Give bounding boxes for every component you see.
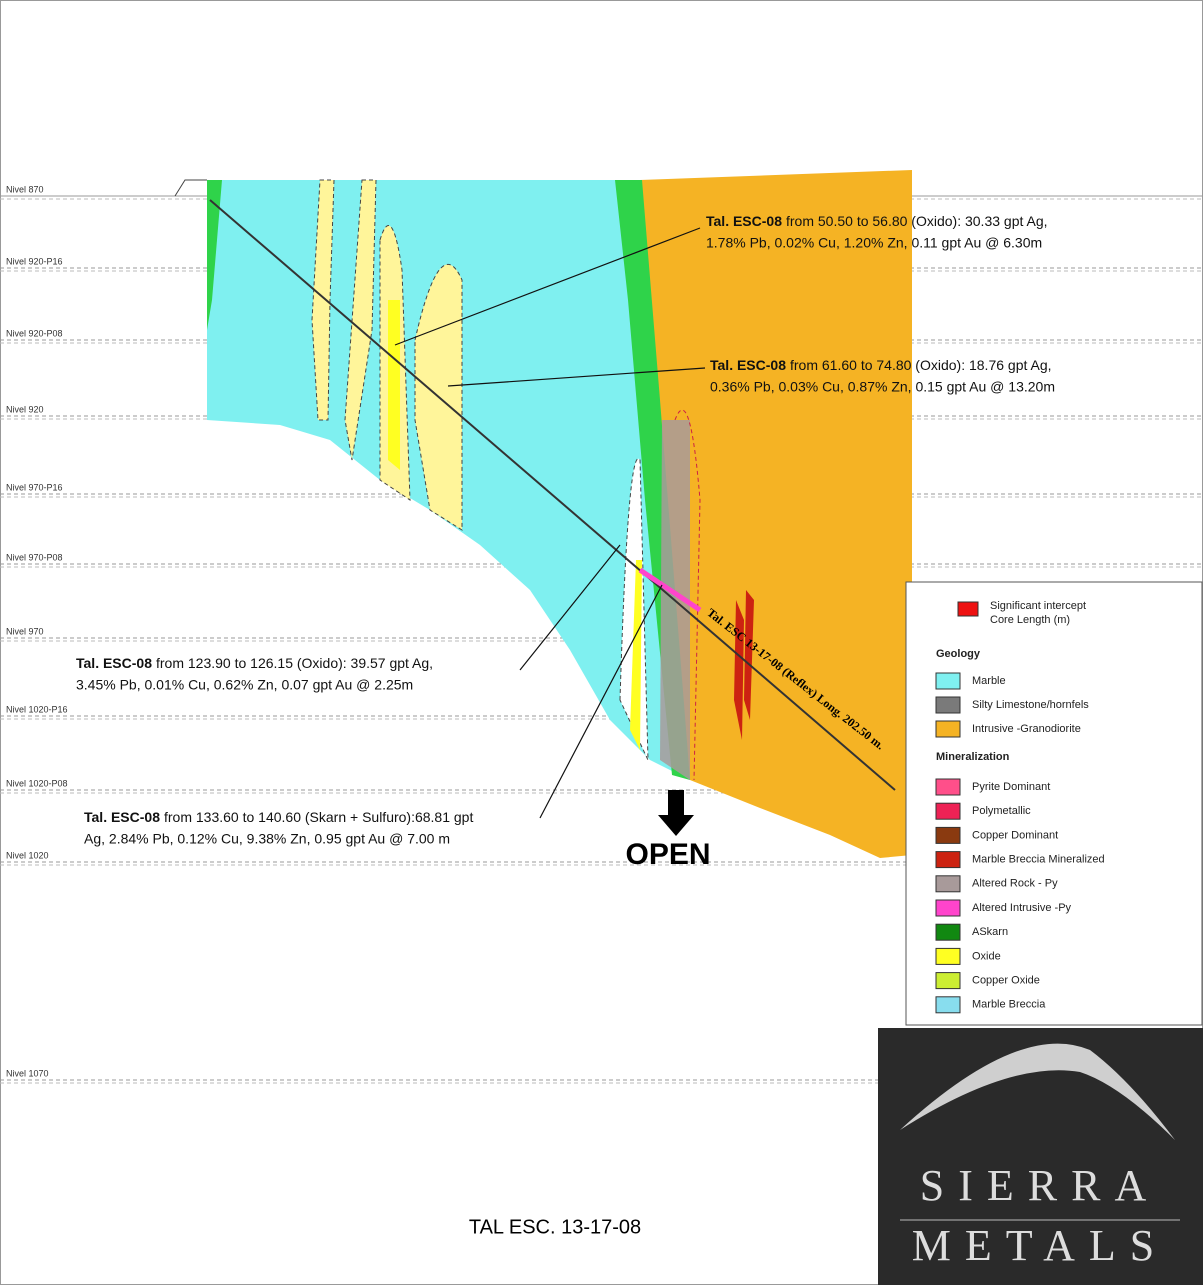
oxide-body bbox=[311, 179, 335, 421]
level-label: Nivel 920 bbox=[6, 404, 44, 414]
breccia-mineralized bbox=[734, 590, 754, 740]
legend-label: Oxide bbox=[972, 950, 1001, 962]
legend-swatch bbox=[935, 778, 961, 796]
level-label: Nivel 1020-P16 bbox=[6, 704, 68, 714]
legend-heading: Geology bbox=[936, 648, 981, 660]
legend-label: Polymetallic bbox=[972, 805, 1031, 817]
legend-swatch bbox=[935, 802, 961, 820]
annotations: Tal. ESC-08 from 50.50 to 56.80 (Oxido): … bbox=[76, 213, 1055, 847]
title: TAL ESC. 13-17-08 bbox=[469, 1216, 641, 1238]
annotation-hole: Tal. ESC-08 bbox=[706, 213, 782, 229]
legend-label: Intrusive -Granodiorite bbox=[972, 723, 1081, 735]
level-label: Nivel 970-P16 bbox=[6, 482, 63, 492]
legend-swatch bbox=[935, 923, 961, 941]
leader bbox=[394, 227, 701, 346]
legend-swatch bbox=[935, 826, 961, 844]
legend-label: Altered Rock - Py bbox=[972, 878, 1058, 890]
annotation-text: from 133.60 to 140.60 (Skarn + Sulfuro):… bbox=[164, 809, 473, 825]
logo-mark bbox=[900, 1043, 1175, 1140]
oxide-body bbox=[388, 300, 400, 470]
legend-label: Core Length (m) bbox=[990, 614, 1070, 626]
oxide-body bbox=[344, 179, 377, 461]
level-label: Nivel 970 bbox=[6, 626, 44, 636]
level-label: Nivel 1070 bbox=[6, 1068, 49, 1078]
open-label: OPEN bbox=[625, 838, 710, 871]
level-label: Nivel 1020-P08 bbox=[6, 778, 68, 788]
level-label: Nivel 970-P08 bbox=[6, 552, 63, 562]
legend-label: Copper Oxide bbox=[972, 975, 1040, 987]
annotation-hole: Tal. ESC-08 bbox=[76, 655, 152, 671]
legend-swatch bbox=[935, 720, 961, 738]
legend-label: ASkarn bbox=[972, 926, 1008, 938]
granodiorite bbox=[640, 170, 912, 858]
intercept-swatch bbox=[957, 601, 979, 617]
legend-label: Marble bbox=[972, 675, 1006, 687]
leader bbox=[539, 584, 663, 819]
logo-line2: METALS bbox=[912, 1221, 1168, 1270]
annotation-hole: Tal. ESC-08 bbox=[710, 357, 786, 373]
level-label: Nivel 920-P08 bbox=[6, 328, 63, 338]
annotation-text: 0.36% Pb, 0.03% Cu, 0.87% Zn, 0.15 gpt A… bbox=[710, 379, 1055, 395]
annotation-text: from 123.90 to 126.15 (Oxido): 39.57 gpt… bbox=[156, 655, 433, 671]
contact bbox=[674, 409, 701, 781]
legend-label: Copper Dominant bbox=[972, 829, 1058, 841]
intercept bbox=[638, 567, 702, 613]
annotation: Tal. ESC-08 from 133.60 to 140.60 (Skarn … bbox=[84, 809, 473, 825]
annotation: Tal. ESC-08 from 50.50 to 56.80 (Oxido): … bbox=[706, 213, 1048, 229]
annotation-text: 3.45% Pb, 0.01% Cu, 0.62% Zn, 0.07 gpt A… bbox=[76, 677, 413, 693]
legend-heading: Mineralization bbox=[936, 751, 1010, 763]
legend-swatch bbox=[935, 696, 961, 714]
annotation-text: 1.78% Pb, 0.02% Cu, 1.20% Zn, 0.11 gpt A… bbox=[706, 235, 1042, 251]
annotation-text: from 50.50 to 56.80 (Oxido): 30.33 gpt A… bbox=[786, 213, 1048, 229]
annotation-hole: Tal. ESC-08 bbox=[84, 809, 160, 825]
leader bbox=[447, 367, 706, 387]
legend-label: Marble Breccia Mineralized bbox=[972, 854, 1105, 866]
legend-label: Silty Limestone/hornfels bbox=[972, 699, 1089, 711]
annotation-text: Ag, 2.84% Pb, 0.12% Cu, 9.38% Zn, 0.95 g… bbox=[84, 831, 450, 847]
legend-swatch bbox=[935, 947, 961, 965]
skarn-band-left bbox=[207, 180, 222, 330]
open-arrow bbox=[658, 790, 694, 836]
leader bbox=[519, 544, 621, 671]
level-label: Nivel 870 bbox=[6, 184, 44, 194]
legend-label: Significant intercept bbox=[990, 600, 1086, 612]
oxide-body bbox=[630, 560, 642, 750]
legend-swatch bbox=[935, 972, 961, 990]
legend-swatch bbox=[935, 851, 961, 869]
level-label: Nivel 920-P16 bbox=[6, 256, 63, 266]
annotation-text: from 61.60 to 74.80 (Oxido): 18.76 gpt A… bbox=[790, 357, 1052, 373]
legend-swatch bbox=[935, 899, 961, 917]
leaders bbox=[394, 227, 706, 819]
legend: Significant intercept Core Length (m) Geol… bbox=[935, 600, 1105, 1014]
annotation: Tal. ESC-08 from 123.90 to 126.15 (Oxido)… bbox=[76, 655, 433, 671]
legend-label: Pyrite Dominant bbox=[972, 781, 1050, 793]
breccia-body bbox=[619, 458, 649, 761]
annotation: Tal. ESC-08 from 61.60 to 74.80 (Oxido): … bbox=[710, 357, 1052, 373]
level-label: Nivel 1020 bbox=[6, 850, 49, 860]
legend-swatch bbox=[935, 996, 961, 1014]
drillhole bbox=[209, 199, 896, 791]
legend-label: Altered Intrusive -Py bbox=[972, 902, 1072, 914]
legend-label: Marble Breccia bbox=[972, 999, 1046, 1011]
legend-swatch bbox=[935, 875, 961, 893]
legend-swatch bbox=[935, 672, 961, 690]
collar bbox=[174, 179, 207, 197]
logo-line1: SIERRA bbox=[920, 1161, 1160, 1210]
